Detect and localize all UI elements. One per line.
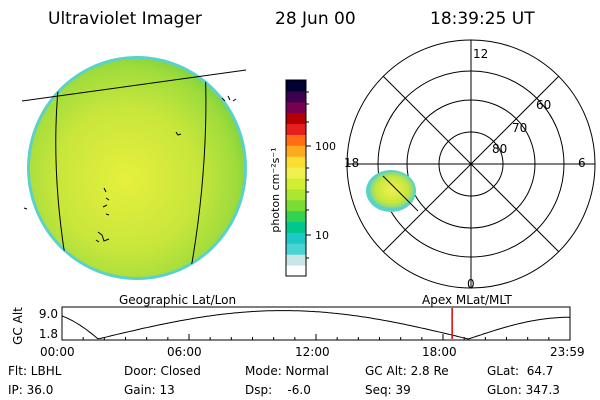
info-glat: GLat: 64.7 [487, 364, 554, 378]
colorbar-cell [286, 101, 306, 114]
timeline-y-bottom: 1.8 [39, 327, 58, 341]
time-tick-1200: 12:00 [295, 345, 330, 359]
date-label: 28 Jun 00 [275, 9, 356, 29]
timeline-right-caption: Apex MLat/MLT [422, 293, 512, 307]
colorbar-cell [286, 90, 306, 103]
info-door: Door: Closed [124, 364, 201, 378]
colorbar-cell [286, 188, 306, 201]
timeline-left-caption: Geographic Lat/Lon [119, 293, 236, 307]
colorbar-cell [286, 145, 306, 157]
aurora-patch-core [370, 172, 414, 208]
info-gc-alt: GC Alt: 2.8 Re [365, 364, 449, 378]
colorbar-cell [286, 210, 306, 223]
timeline-y-top: 9.0 [39, 307, 58, 321]
altitude-timeline [61, 306, 571, 341]
polar-crosshair [347, 163, 419, 212]
mlat-label-60: 60 [536, 98, 552, 112]
colorbar-cell [286, 199, 306, 212]
color-scale-bar [285, 79, 311, 277]
mlat-label-70: 70 [512, 121, 528, 135]
colorbar-cell [286, 265, 306, 277]
time-tick-1800: 18:00 [422, 345, 457, 359]
timeline-axis-label: GC Alt [11, 307, 25, 345]
time-tick-0000: 00:00 [40, 345, 75, 359]
time-tick-0600: 06:00 [167, 345, 202, 359]
colorbar-cell [286, 178, 306, 190]
colorbar-tick-label-10: 10 [315, 229, 329, 242]
colorbar-cell [286, 156, 306, 168]
info-ip: IP: 36.0 [8, 383, 54, 397]
info-glon: GLon: 347.3 [487, 383, 560, 397]
mlt-label-12: 12 [473, 47, 489, 61]
mlt-label-18: 18 [344, 156, 360, 170]
colorbar-cell [286, 221, 306, 233]
colorbar-cell [286, 112, 306, 125]
colorbar-cell [286, 243, 306, 255]
colorbar-cell [286, 80, 306, 92]
colorbar-tick-label-100: 100 [315, 140, 336, 153]
colorbar-cell [286, 123, 306, 135]
info-dsp: Dsp: -6.0 [245, 383, 311, 397]
colorbar-unit-label: photon cm⁻²s⁻¹ [269, 147, 282, 232]
info-gain: Gain: 13 [124, 383, 175, 397]
latitude-line [21, 69, 247, 102]
colorbar-cell [286, 232, 306, 244]
colorbar-cell [286, 167, 306, 179]
colorbar-cell [286, 134, 306, 146]
meridian-line-east [187, 59, 207, 279]
time-tick-2359: 23:59 [550, 345, 585, 359]
earth-image [21, 56, 247, 280]
instrument-title: Ultraviolet Imager [48, 9, 202, 29]
mlt-label-0: 0 [467, 277, 475, 291]
info-seq: Seq: 39 [365, 383, 411, 397]
info-flt: Flt: LBHL [8, 364, 62, 378]
mlat-label-80: 80 [492, 142, 508, 156]
info-mode: Mode: Normal [245, 364, 329, 378]
time-label: 18:39:25 UT [430, 9, 535, 29]
coastline-fragments [23, 95, 237, 243]
mlt-label-6: 6 [578, 156, 586, 170]
altitude-curve [61, 310, 570, 340]
colorbar-cell [286, 254, 306, 266]
